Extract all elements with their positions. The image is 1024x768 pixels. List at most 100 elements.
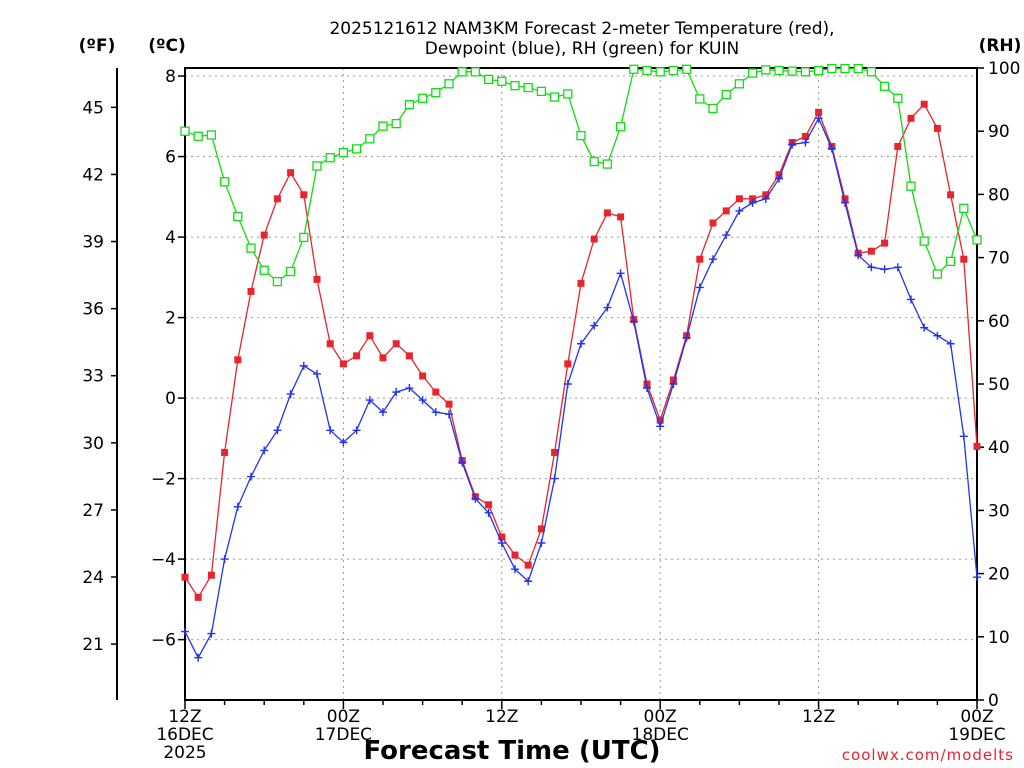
temperature-point	[775, 171, 783, 179]
rh-tick-label: 0	[988, 691, 999, 711]
rh-point	[536, 86, 547, 97]
temperature-point	[247, 287, 255, 295]
dewpoint-point	[973, 573, 981, 582]
rh-point	[589, 156, 599, 167]
temperature-point	[603, 209, 611, 217]
rh-point	[417, 93, 428, 103]
temperature-point	[590, 235, 598, 243]
temperature-point	[339, 360, 347, 368]
dewpoint-point	[854, 251, 863, 260]
dewpoint-point	[511, 565, 519, 574]
temperature-point	[419, 372, 427, 380]
dewpoint-point	[880, 265, 889, 274]
fahrenheit-tick-label: 33	[82, 367, 104, 387]
rh-point	[312, 161, 322, 171]
rh-point	[629, 64, 639, 74]
dewpoint-point	[524, 577, 533, 586]
dewpoint-point	[893, 263, 902, 272]
temperature-point	[973, 442, 981, 450]
data-series	[180, 63, 982, 662]
temperature-point	[524, 561, 532, 569]
dewpoint-point	[735, 206, 744, 215]
rh-tick-label: 20	[988, 565, 1010, 585]
dewpoint-point	[352, 426, 361, 435]
dewpoint-point	[286, 390, 295, 399]
temperature-point	[841, 195, 849, 203]
dewpoint-point	[709, 255, 717, 264]
rh-point	[945, 256, 956, 267]
temperature-point	[392, 340, 400, 348]
dewpoint-point	[339, 438, 348, 447]
dewpoint-point	[827, 144, 836, 153]
temperature-point	[498, 533, 506, 541]
temperature-point	[485, 501, 493, 509]
rh-tick-label: 80	[988, 185, 1010, 205]
celsius-tick-label: −6	[151, 631, 176, 651]
temperature-point	[511, 551, 519, 559]
rh-point	[906, 181, 916, 191]
temperature-point	[221, 448, 229, 456]
dewpoint-point	[590, 321, 599, 330]
dewpoint-point	[365, 396, 374, 405]
dewpoint-point	[181, 627, 189, 636]
temperature-point	[353, 352, 361, 360]
rh-point	[206, 130, 217, 140]
dewpoint-point	[761, 194, 770, 203]
temperature-point	[551, 448, 559, 456]
dewpoint-point	[537, 539, 546, 548]
rh-point	[470, 67, 481, 77]
x-tick-label: 12Z	[168, 707, 201, 727]
dewpoint-point	[484, 508, 493, 517]
dewpoint-point	[220, 555, 229, 564]
dewpoint-point	[418, 396, 427, 405]
series-line-temperature	[184, 103, 978, 599]
fahrenheit-unit-label: (ºF)	[79, 36, 116, 56]
rh-point	[932, 269, 943, 279]
temperature-point	[313, 275, 321, 283]
dewpoint-point	[946, 339, 955, 348]
dewpoint-point	[471, 494, 480, 503]
temperature-point	[537, 525, 545, 533]
temperature-point	[749, 195, 757, 203]
rh-point	[325, 153, 335, 163]
rh-tick-label: 70	[988, 249, 1010, 269]
dewpoint-point	[550, 474, 559, 483]
temperature-point	[564, 360, 572, 368]
fahrenheit-tick-label: 36	[82, 300, 104, 320]
dewpoint-point	[801, 138, 810, 147]
rh-point	[391, 118, 401, 129]
series-line-rh	[184, 67, 978, 283]
dewpoint-point	[748, 198, 757, 207]
dewpoint-point	[445, 410, 453, 419]
dewpoint-point	[379, 408, 387, 417]
dewpoint-point	[313, 369, 321, 378]
chart-title-line-2: Dewpoint (blue), RH (green) for KUIN	[425, 39, 739, 59]
dewpoint-point	[577, 339, 585, 348]
temperature-point	[194, 593, 202, 601]
x-tick-label: 16DEC	[156, 725, 213, 745]
rh-point	[695, 94, 705, 104]
x-tick-label: 12Z	[802, 707, 835, 727]
chart-title-line-1: 2025121612 NAM3KM Forecast 2-meter Tempe…	[329, 19, 834, 39]
rh-point	[444, 79, 454, 89]
rh-point	[615, 122, 626, 132]
source-credit: coolwx.com/modelts	[842, 746, 1014, 764]
dewpoint-point	[563, 380, 572, 388]
temperature-point	[881, 239, 889, 247]
rh-tick-label: 60	[988, 312, 1010, 332]
celsius-tick-label: 8	[165, 67, 176, 87]
fahrenheit-tick-label: 39	[82, 233, 104, 253]
rh-point	[827, 63, 837, 74]
dewpoint-point	[194, 653, 203, 662]
rh-point	[180, 126, 190, 136]
temperature-point	[181, 573, 189, 581]
rh-point	[563, 89, 573, 99]
temperature-point	[366, 332, 374, 340]
rh-point	[233, 211, 243, 222]
x-tick-label: 00Z	[644, 707, 677, 727]
rh-point	[761, 65, 771, 75]
rh-point	[193, 131, 203, 141]
temperature-point	[920, 100, 928, 108]
plot-frame	[184, 67, 978, 701]
